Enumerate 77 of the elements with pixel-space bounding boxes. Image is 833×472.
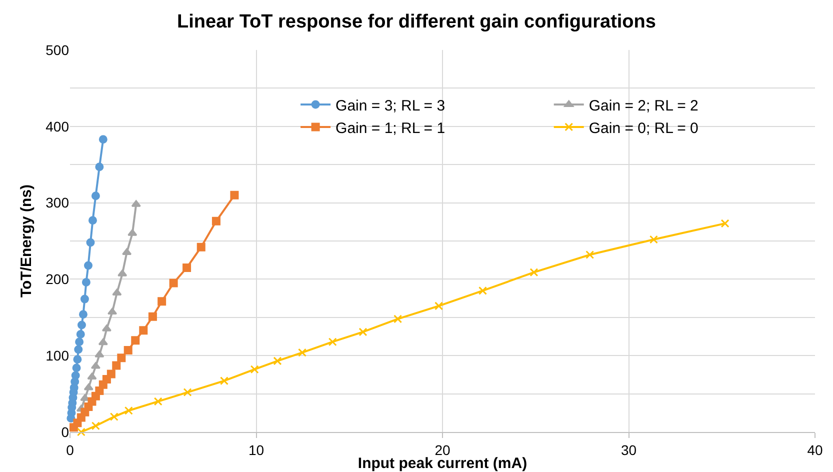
- point: [112, 361, 121, 370]
- point: [94, 350, 104, 358]
- point: [107, 308, 118, 315]
- point: [80, 294, 89, 304]
- point: [90, 362, 100, 369]
- point: [154, 397, 162, 406]
- point: [131, 336, 140, 345]
- point: [86, 238, 95, 247]
- point: [76, 428, 86, 436]
- point: [74, 345, 83, 354]
- point: [91, 422, 100, 430]
- point: [298, 348, 306, 357]
- y-tick-label: 300: [46, 194, 70, 211]
- legend-label: Gain = 3; RL = 3: [336, 97, 446, 114]
- x-tick-label: 20: [434, 442, 450, 458]
- y-tick-label: 500: [46, 42, 70, 58]
- y-tick-label: 0: [61, 424, 70, 440]
- point: [98, 338, 108, 346]
- point: [95, 162, 104, 172]
- point: [122, 248, 132, 255]
- point: [71, 371, 80, 380]
- point: [230, 190, 239, 200]
- point: [84, 261, 92, 270]
- point: [110, 412, 118, 421]
- point: [117, 354, 126, 362]
- point: [530, 268, 538, 277]
- point: [720, 219, 730, 228]
- point: [84, 383, 94, 390]
- point: [112, 288, 122, 296]
- y-tick-label: 200: [46, 271, 70, 288]
- x-tick-label: 10: [248, 442, 264, 458]
- point: [169, 278, 178, 288]
- point: [434, 302, 444, 310]
- point: [102, 324, 112, 332]
- x-axis-title: Input peak current (mA): [358, 455, 528, 472]
- point: [196, 242, 206, 252]
- legend-label: Gain = 1; RL = 1: [336, 120, 446, 137]
- point: [478, 286, 487, 295]
- point: [76, 330, 85, 338]
- point: [88, 216, 97, 225]
- point: [148, 312, 157, 321]
- x-tick-label: 40: [807, 442, 823, 458]
- point: [183, 388, 192, 397]
- point: [124, 406, 133, 415]
- point: [586, 250, 594, 259]
- point: [118, 270, 128, 276]
- point: [394, 314, 402, 324]
- point: [328, 338, 337, 346]
- point: [220, 376, 228, 386]
- point: [75, 338, 84, 346]
- chart-title: Linear ToT response for different gain configurations: [177, 11, 656, 32]
- point: [73, 355, 82, 364]
- y-tick-label: 400: [46, 118, 70, 134]
- point: [91, 192, 100, 200]
- point: [77, 320, 86, 330]
- legend-label: Gain = 0; RL = 0: [588, 120, 698, 137]
- x-tick-label: 30: [620, 442, 637, 458]
- point: [72, 364, 81, 372]
- point: [212, 216, 220, 226]
- point: [131, 200, 141, 207]
- point: [78, 310, 88, 319]
- point: [87, 372, 97, 380]
- point: [106, 370, 116, 378]
- legend-label: Gain = 2; RL = 2: [588, 97, 698, 114]
- point: [124, 346, 132, 354]
- point: [649, 235, 658, 244]
- y-axis-title: ToT/Energy (ns): [18, 184, 35, 298]
- point: [128, 229, 138, 236]
- point: [250, 365, 259, 374]
- point: [98, 135, 108, 144]
- point: [158, 297, 166, 306]
- point: [82, 278, 90, 287]
- y-tick-label: 100: [46, 348, 70, 364]
- point: [273, 356, 282, 366]
- point: [358, 328, 368, 336]
- point: [139, 326, 148, 335]
- point: [182, 263, 192, 272]
